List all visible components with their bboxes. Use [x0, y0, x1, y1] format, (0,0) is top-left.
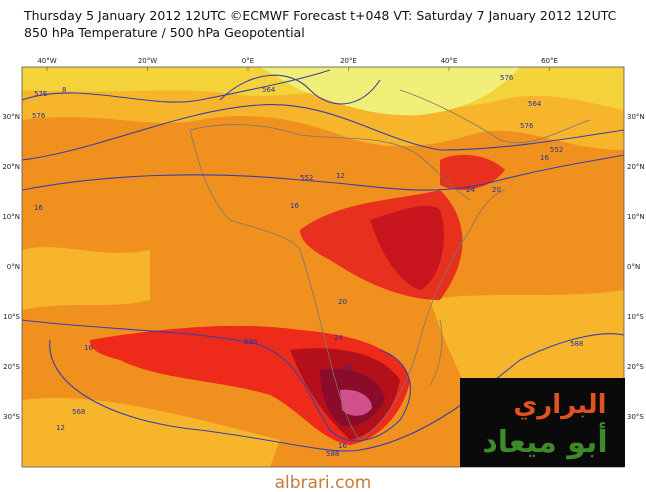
contour-label: 552 [550, 146, 563, 154]
lat-label: 10°S [3, 313, 20, 321]
lon-label: 40°E [441, 57, 458, 65]
lat-label: 10°N [627, 213, 645, 221]
lon-label: 0°E [242, 57, 254, 65]
contours [22, 69, 624, 452]
watermark-box [460, 378, 625, 467]
title: Thursday 5 January 2012 12UTC ©ECMWF For… [24, 8, 617, 23]
contour-label: 568 [72, 408, 85, 416]
contour-label: 576 [520, 122, 534, 130]
contour-label: 16 [338, 442, 347, 450]
contour-label: 20 [338, 298, 347, 306]
contour-label: 564 [528, 100, 542, 108]
contour-label: 588 [326, 450, 339, 458]
lat-label: 20°N [627, 163, 645, 171]
lat-label: 10°N [2, 213, 20, 221]
lat-label: 20°S [627, 363, 644, 371]
contour-label: 28 [344, 364, 353, 372]
lat-label: 30°N [2, 113, 20, 121]
contour-label: 588 [570, 340, 583, 348]
contour-label: 576 [32, 112, 46, 120]
lat-label: 30°S [3, 413, 20, 421]
contour-label: 16 [84, 344, 93, 352]
watermark-line2: أبو ميعاد [482, 422, 607, 460]
contour-label: 24 [466, 186, 475, 194]
lon-label: 20°E [340, 57, 357, 65]
lat-label: 20°S [3, 363, 20, 371]
contour-label: 552 [300, 174, 313, 182]
graticule: 40°W 20°W 0°E 20°E 40°E 60°E 30°N 30°N 20°N 20°N 1… [2, 57, 644, 421]
map-frame [21, 66, 625, 468]
watermark-site: albrari.com [275, 473, 372, 492]
contour-label: 16 [540, 154, 549, 162]
contour-label: 16 [34, 204, 43, 212]
contour-label: 24 [334, 334, 343, 342]
contour-label: 20 [492, 186, 501, 194]
lat-label: 10°S [627, 313, 644, 321]
lat-label: 0°N [627, 263, 640, 271]
lat-label: 0°N [7, 263, 20, 271]
lat-label: 20°N [2, 163, 20, 171]
contour-label: 12 [336, 172, 345, 180]
lon-label: 20°W [138, 57, 157, 65]
contour-label: 576 [500, 74, 514, 82]
contour-label: 8 [62, 86, 66, 94]
contour-label: 576 [34, 90, 48, 98]
contour-label: 588 [244, 338, 257, 346]
subtitle: 850 hPa Temperature / 500 hPa Geopotenti… [24, 25, 305, 40]
contour-label: 12 [56, 424, 65, 432]
lat-label: 30°S [627, 413, 644, 421]
watermark-line1: البراري [513, 390, 606, 420]
lon-label: 60°E [541, 57, 558, 65]
contour-label: 564 [262, 86, 276, 94]
lon-label: 40°W [37, 57, 56, 65]
lat-label: 30°N [627, 113, 645, 121]
contour-label: 16 [290, 202, 299, 210]
coastlines [189, 89, 591, 441]
